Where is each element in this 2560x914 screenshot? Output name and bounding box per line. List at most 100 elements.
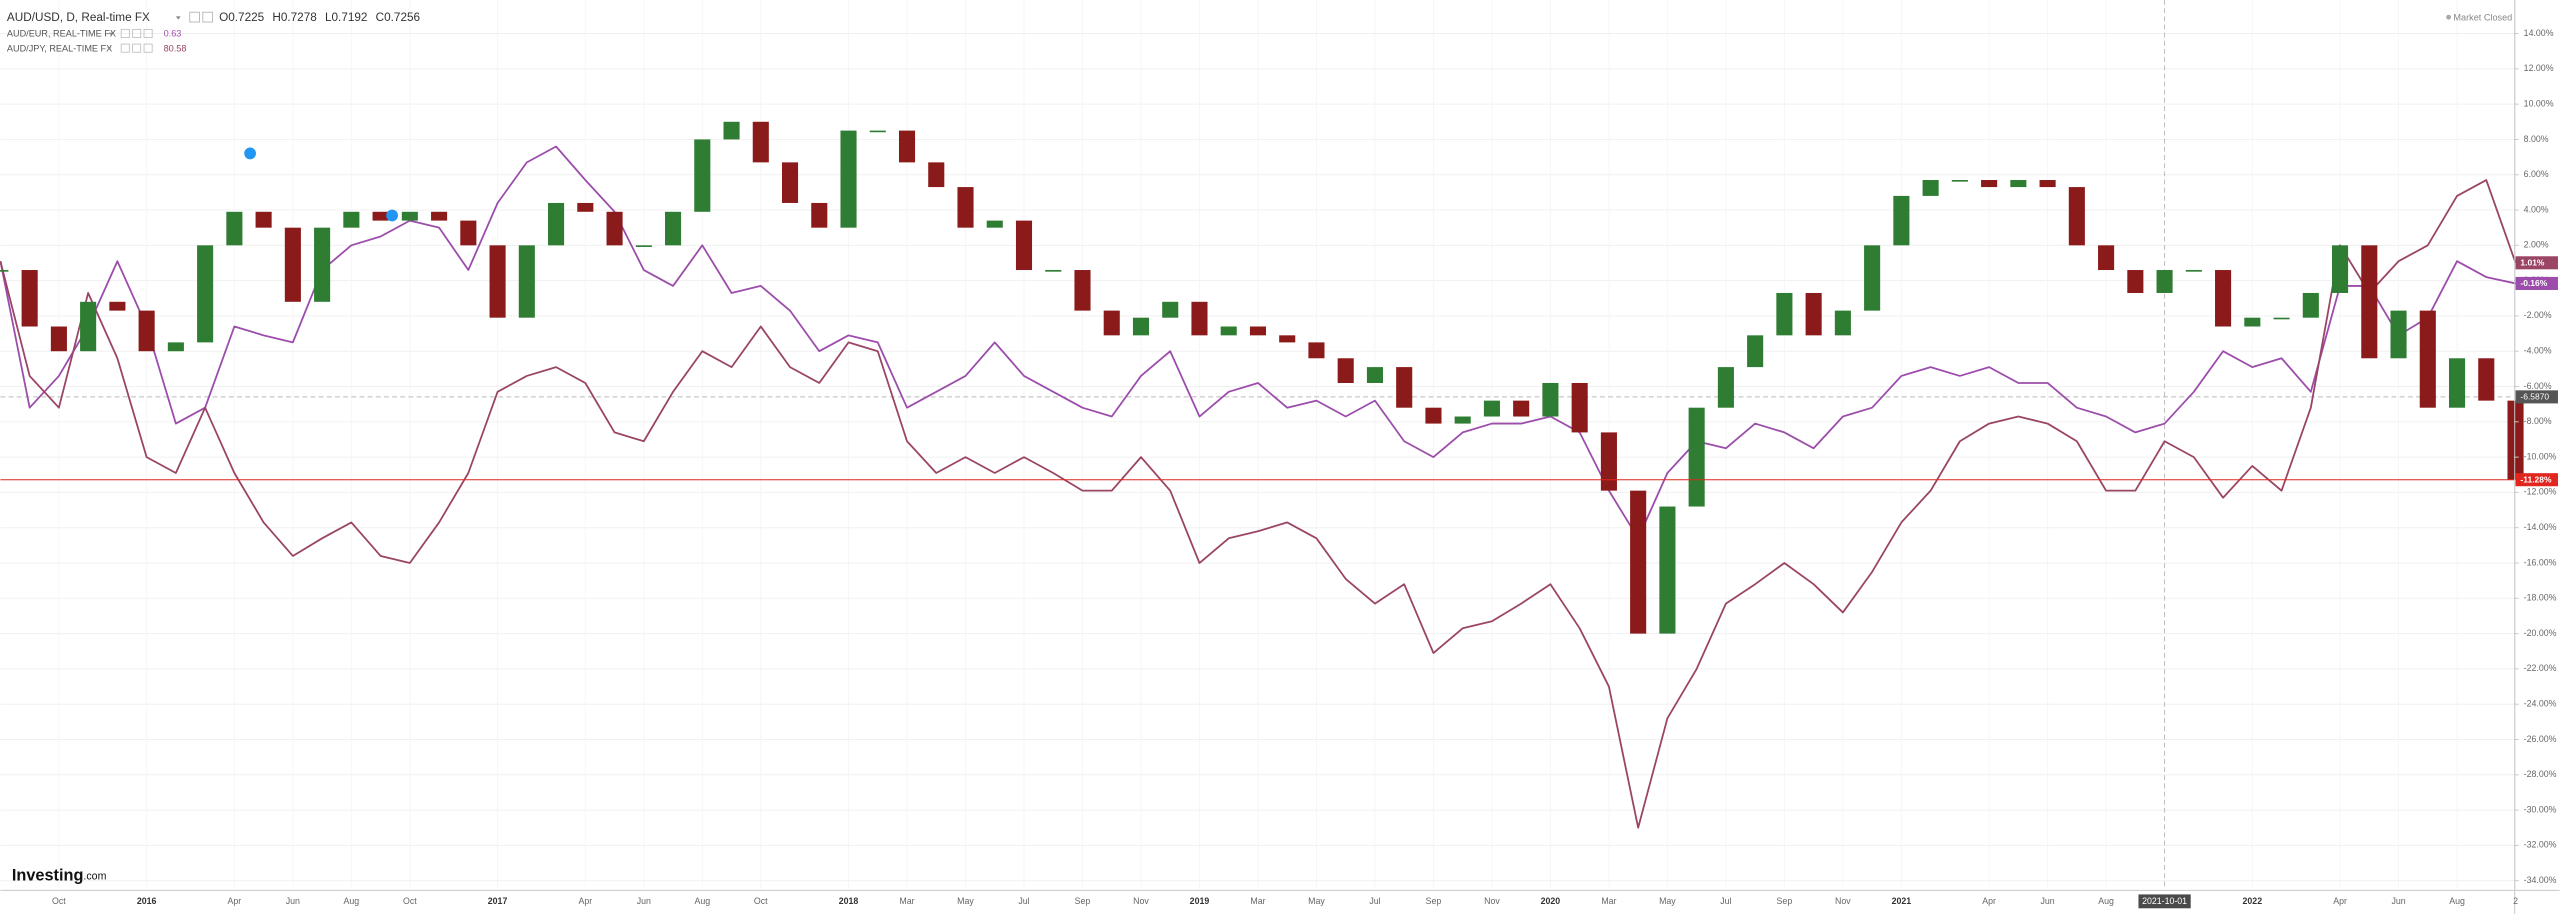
candle [2361, 245, 2378, 359]
dropdown-icon[interactable] [175, 16, 181, 20]
legend-label: AUD/EUR, REAL-TIME FX [7, 29, 116, 39]
x-tick-label: May [1308, 896, 1325, 906]
candle [811, 202, 828, 228]
candle [665, 211, 682, 246]
legend-value: 0.63 [164, 29, 182, 39]
candle [898, 130, 916, 163]
candle [1630, 490, 1647, 634]
x-tick-label: Apr [1982, 896, 1996, 906]
candle [957, 187, 974, 228]
candle [723, 121, 740, 140]
ohlc-label: H [272, 11, 281, 24]
candle [1074, 270, 1091, 311]
x-tick-label: Sep [1075, 896, 1091, 906]
brand-name: Investing [12, 867, 84, 885]
x-tick-label: 2021-10-01 [2142, 896, 2187, 906]
visibility-icon[interactable] [120, 28, 130, 38]
close-icon[interactable] [143, 28, 153, 38]
x-tick-label: Apr [2333, 896, 2347, 906]
value-badge-label: -0.16% [2520, 278, 2547, 288]
event-marker[interactable] [244, 147, 256, 160]
y-tick-label: 12.00% [2524, 63, 2554, 73]
candle [1776, 292, 1793, 336]
candle [197, 245, 214, 343]
crosshair-x-badge [2138, 894, 2191, 909]
legend-label: AUD/JPY, REAL-TIME FX [7, 43, 112, 53]
y-tick-label: -26.00% [2524, 734, 2557, 744]
candle [255, 211, 272, 228]
settings-icon[interactable] [189, 11, 201, 23]
candle [1571, 382, 1588, 433]
candle [1366, 367, 1383, 383]
close-icon[interactable] [143, 43, 153, 53]
candle [1279, 335, 1296, 343]
candle [694, 139, 711, 212]
candle [372, 211, 389, 221]
candle [489, 245, 506, 318]
candle [1513, 400, 1530, 417]
close-icon[interactable] [202, 11, 214, 23]
y-tick-label: -16.00% [2524, 557, 2557, 567]
y-tick-label: -12.00% [2524, 487, 2557, 497]
x-tick-label: Aug [2449, 896, 2465, 906]
crosshair-y-badge [2515, 390, 2558, 404]
candle [2215, 270, 2232, 327]
x-tick-label: Nov [1484, 896, 1500, 906]
ohlc-value: 0.7225 [228, 11, 264, 24]
series-line [0, 145, 2516, 540]
candle [2156, 270, 2173, 293]
y-tick-label: -6.00% [2524, 381, 2552, 391]
candle [431, 211, 448, 221]
candle [1922, 180, 1939, 196]
x-tick-label: May [1659, 896, 1676, 906]
candle [2448, 358, 2466, 408]
visibility-icon[interactable] [120, 43, 130, 53]
candle [2068, 187, 2085, 246]
candle [1396, 367, 1413, 408]
candle [0, 270, 9, 272]
value-badge [2515, 256, 2558, 270]
dropdown-icon[interactable] [108, 32, 114, 36]
candle [548, 202, 565, 246]
y-tick-label: 8.00% [2524, 134, 2549, 144]
settings-icon[interactable] [132, 43, 142, 53]
candle [2244, 317, 2261, 327]
x-tick-label: Mar [1601, 896, 1616, 906]
ohlc-value: 0.7278 [281, 11, 317, 24]
y-tick-label: -28.00% [2524, 769, 2557, 779]
y-tick-label: -30.00% [2524, 804, 2557, 814]
candle [138, 310, 155, 352]
y-tick-label: -18.00% [2524, 593, 2557, 603]
y-tick-label: -4.00% [2524, 346, 2552, 356]
candle [2390, 310, 2407, 359]
settings-icon[interactable] [132, 28, 142, 38]
candle [1132, 317, 1150, 336]
main-symbol: AUD/USD, D, Real-time FX [7, 11, 150, 24]
x-tick-label: Jul [1720, 896, 1731, 906]
value-badge-label: -11.28% [2520, 474, 2552, 484]
candle [2478, 358, 2495, 401]
y-tick-label: -32.00% [2524, 840, 2557, 850]
y-tick-label: -20.00% [2524, 628, 2557, 638]
candle [2127, 270, 2144, 293]
candle [2507, 400, 2524, 480]
x-tick-label: Oct [403, 896, 417, 906]
candle [1425, 407, 1442, 424]
candle [606, 211, 623, 246]
candle [1659, 506, 1676, 634]
x-tick-label: Jul [1018, 896, 1029, 906]
market-status: Market Closed [2453, 12, 2512, 22]
x-tick-label: Jun [286, 896, 300, 906]
candle [50, 326, 67, 352]
event-marker[interactable] [386, 209, 398, 222]
x-tick-label: Nov [1835, 896, 1851, 906]
candle [1600, 432, 1617, 491]
candle [1308, 342, 1325, 359]
candle [518, 245, 535, 318]
status-dot [2446, 14, 2452, 20]
value-badge [2515, 276, 2558, 290]
candle [1542, 382, 1559, 417]
dropdown-icon[interactable] [107, 47, 112, 51]
x-tick-label: Aug [344, 896, 360, 906]
